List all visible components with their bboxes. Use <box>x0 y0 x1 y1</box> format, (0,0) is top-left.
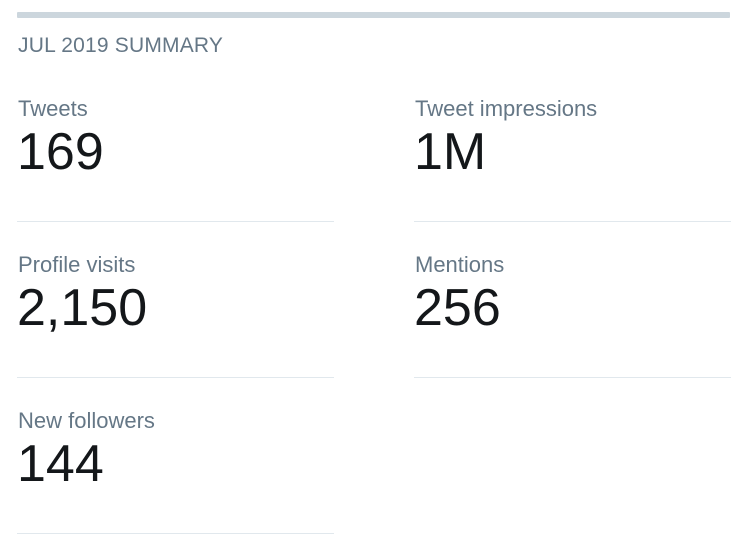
metric-value: 2,150 <box>17 279 148 337</box>
metric-label: New followers <box>18 408 155 433</box>
metrics-grid: Tweets 169 Tweet impressions 1M Profile … <box>17 96 731 551</box>
metric-tweet-impressions: Tweet impressions 1M <box>414 96 731 222</box>
metric-label: Mentions <box>415 252 505 277</box>
metric-value: 144 <box>17 435 104 493</box>
metric-profile-visits: Profile visits 2,150 <box>17 252 334 378</box>
metric-label: Tweets <box>18 96 88 121</box>
summary-heading: JUL 2019 SUMMARY <box>18 34 224 57</box>
metric-value: 169 <box>17 123 104 181</box>
metric-value: 256 <box>414 279 501 337</box>
metric-tweets: Tweets 169 <box>17 96 334 222</box>
summary-top-divider <box>17 12 730 18</box>
metric-new-followers: New followers 144 <box>17 408 334 534</box>
metric-label: Profile visits <box>18 252 136 277</box>
metric-value: 1M <box>414 123 487 181</box>
metric-label: Tweet impressions <box>415 96 598 121</box>
metric-mentions: Mentions 256 <box>414 252 731 378</box>
